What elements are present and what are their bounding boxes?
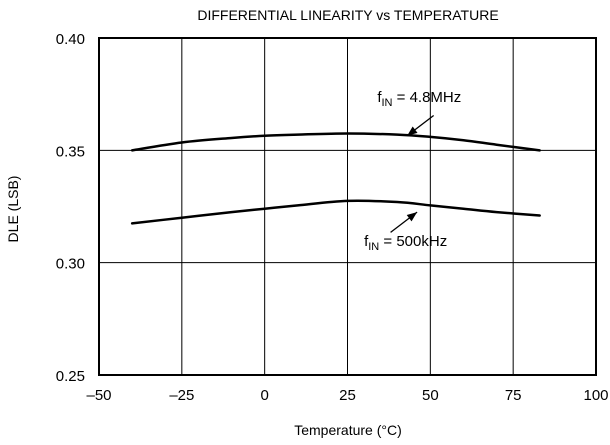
x-tick-label: 25 bbox=[339, 387, 356, 404]
y-tick-label: 0.30 bbox=[56, 256, 85, 273]
y-tick-label: 0.25 bbox=[56, 368, 85, 385]
x-tick-label: 50 bbox=[422, 387, 439, 404]
y-tick-label: 0.40 bbox=[56, 31, 85, 48]
series-line bbox=[130, 132, 541, 152]
y-tick-labels: 0.25 0.30 0.35 0.40 bbox=[56, 31, 85, 385]
x-tick-label: –50 bbox=[86, 387, 111, 404]
annotation-arrowhead bbox=[407, 126, 418, 136]
plot-frame bbox=[98, 37, 597, 376]
x-tick-label: 75 bbox=[505, 387, 522, 404]
y-axis-title: DLE (LSB) bbox=[5, 176, 21, 243]
x-tick-label: 100 bbox=[583, 387, 608, 404]
grid bbox=[99, 38, 596, 375]
annotation-label: fIN = 4.8MHz bbox=[377, 89, 461, 109]
series-group bbox=[130, 132, 541, 225]
x-axis-title: Temperature (°C) bbox=[294, 422, 402, 438]
x-tick-label: 0 bbox=[260, 387, 268, 404]
x-tick-labels: –50 –25 0 25 50 75 100 bbox=[86, 387, 608, 404]
series-line bbox=[130, 199, 541, 225]
chart-title: DIFFERENTIAL LINEARITY vs TEMPERATURE bbox=[197, 7, 498, 23]
annotations: fIN = 4.8MHz fIN = 500kHz bbox=[364, 89, 461, 253]
annotation-arrowhead bbox=[406, 212, 418, 222]
y-tick-label: 0.35 bbox=[56, 143, 85, 160]
annotation-label: fIN = 500kHz bbox=[364, 233, 447, 253]
x-tick-label: –25 bbox=[169, 387, 194, 404]
